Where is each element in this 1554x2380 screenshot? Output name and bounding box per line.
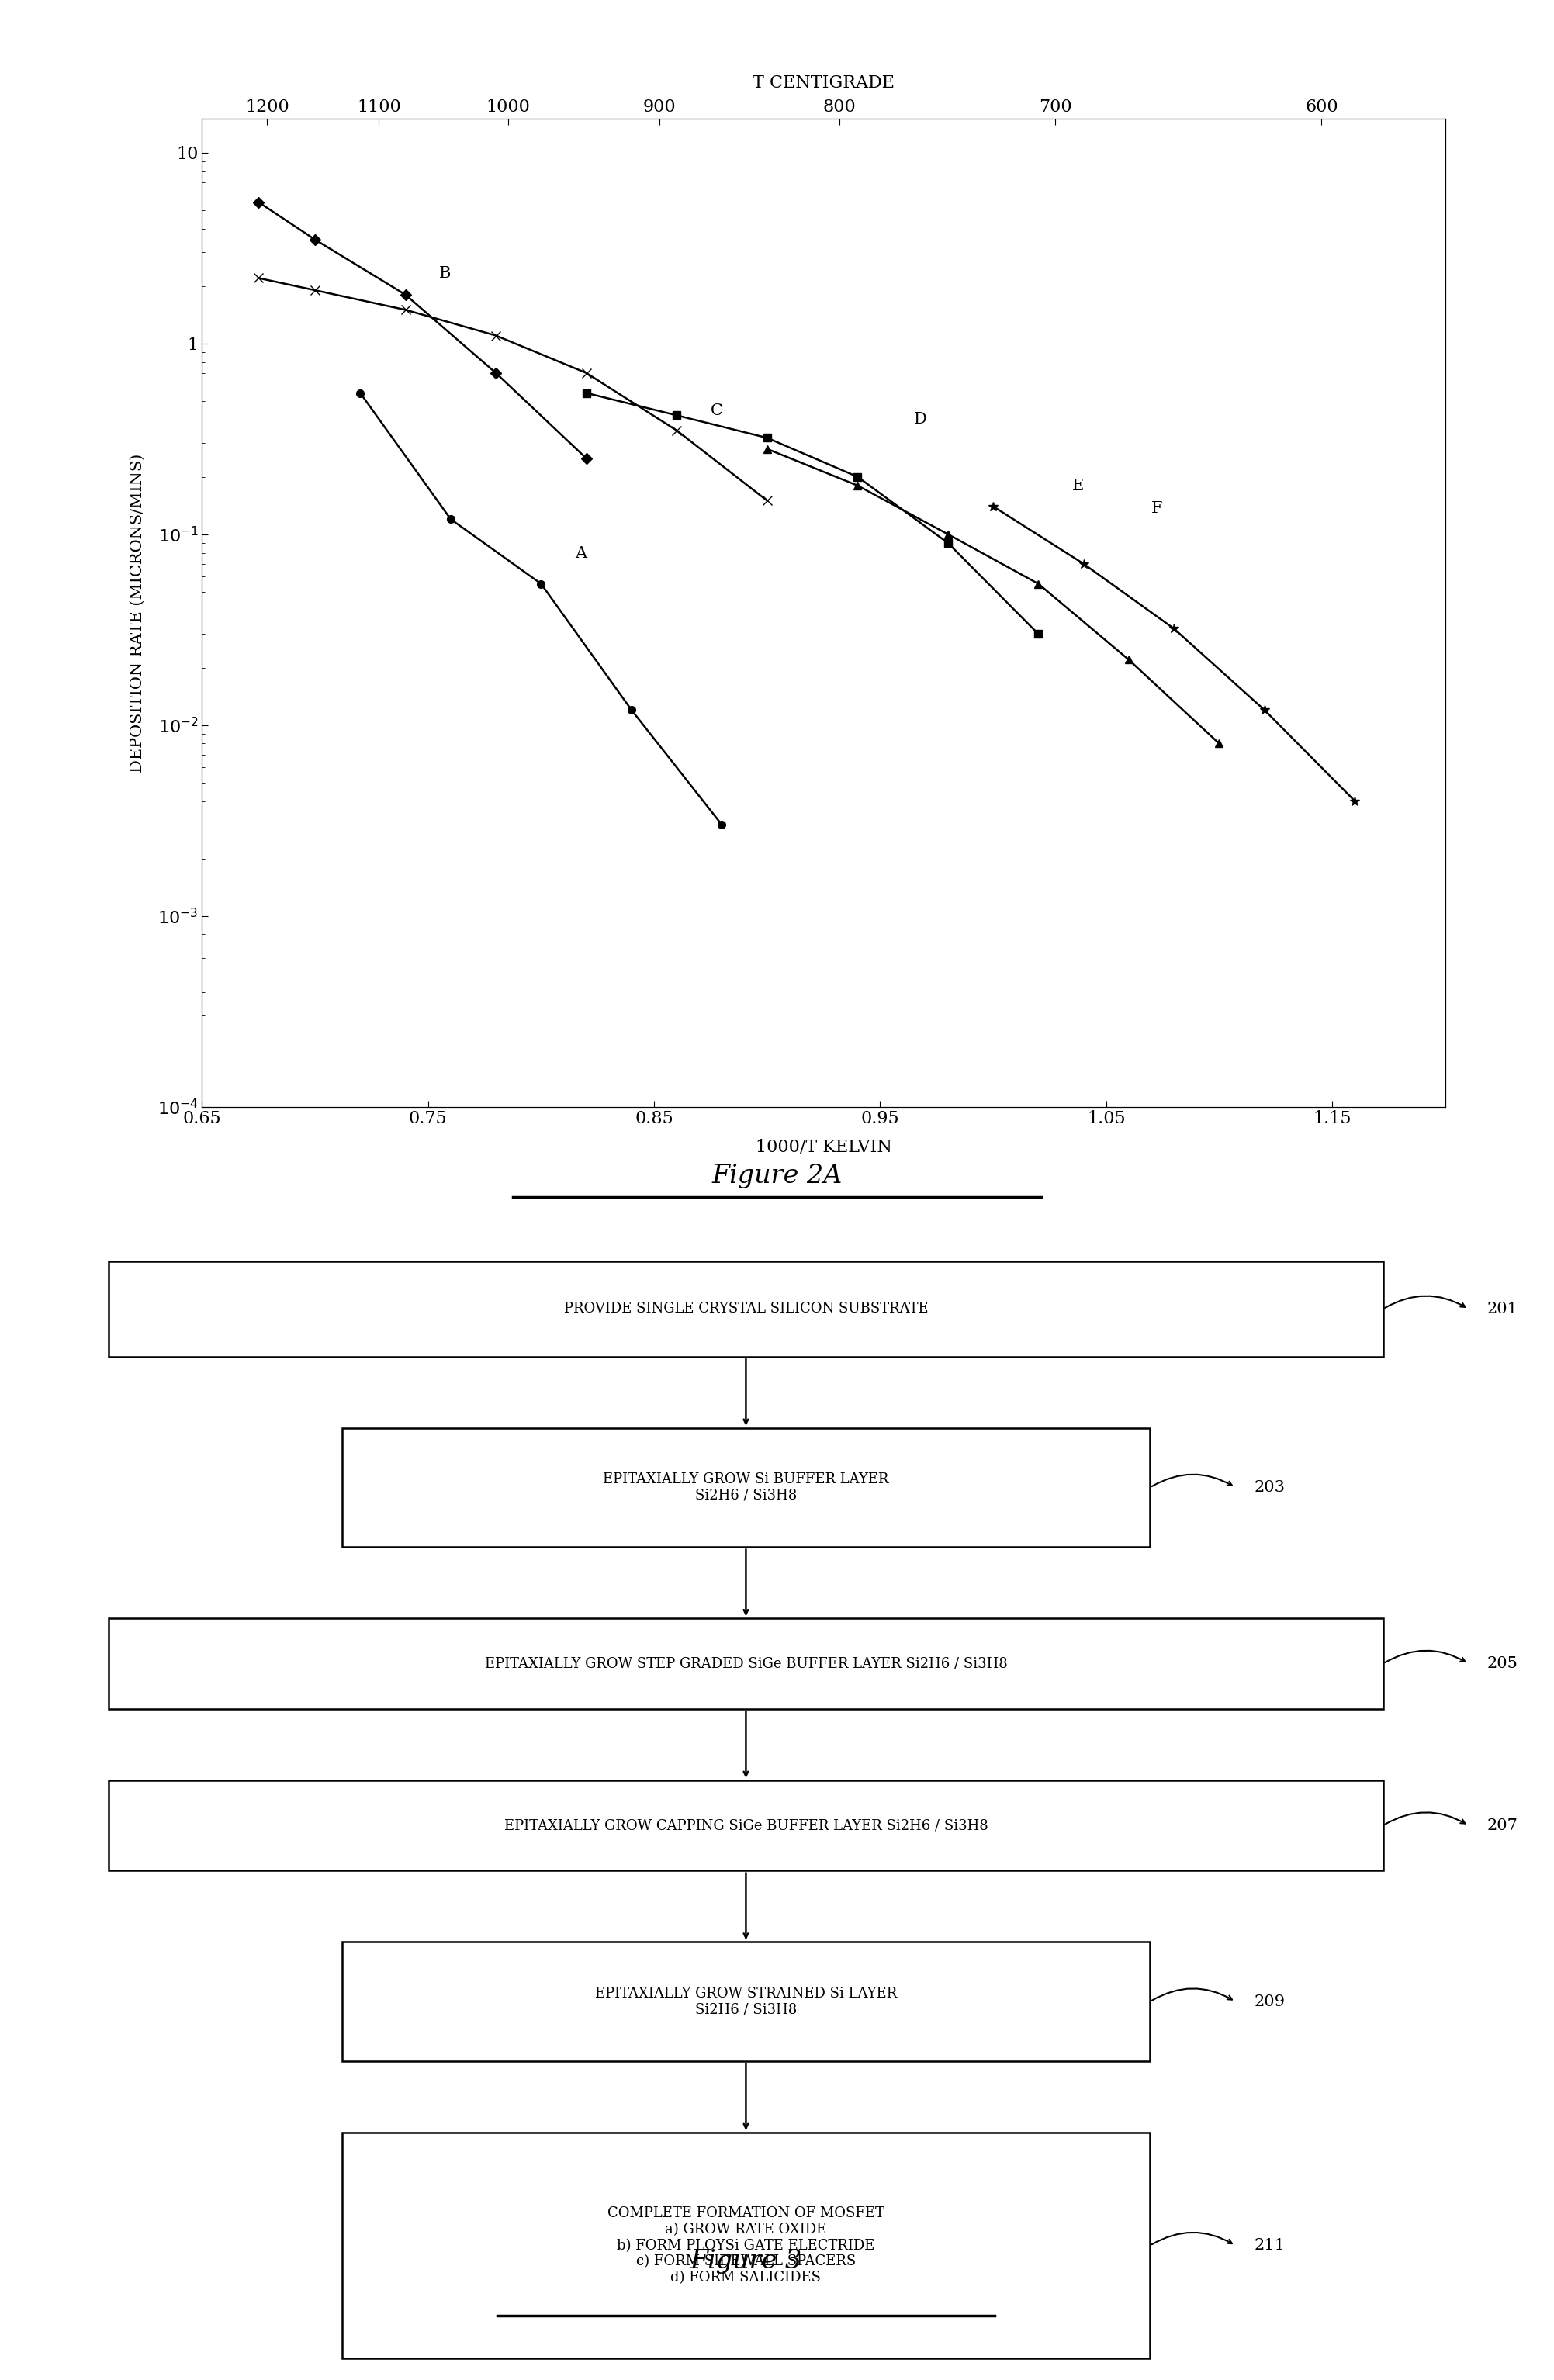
Text: E: E — [1072, 478, 1085, 493]
Text: 205: 205 — [1487, 1656, 1518, 1671]
Text: EPITAXIALLY GROW STEP GRADED SiGe BUFFER LAYER Si2H6 / Si3H8: EPITAXIALLY GROW STEP GRADED SiGe BUFFER… — [485, 1656, 1007, 1671]
X-axis label: T CENTIGRADE: T CENTIGRADE — [752, 74, 895, 90]
Text: EPITAXIALLY GROW Si BUFFER LAYER
Si2H6 / Si3H8: EPITAXIALLY GROW Si BUFFER LAYER Si2H6 /… — [603, 1473, 889, 1502]
Text: Figure 2A: Figure 2A — [712, 1164, 842, 1188]
FancyBboxPatch shape — [109, 1261, 1383, 1357]
Text: PROVIDE SINGLE CRYSTAL SILICON SUBSTRATE: PROVIDE SINGLE CRYSTAL SILICON SUBSTRATE — [564, 1302, 928, 1316]
FancyBboxPatch shape — [109, 1780, 1383, 1871]
Text: 209: 209 — [1254, 1994, 1285, 2009]
Text: EPITAXIALLY GROW CAPPING SiGe BUFFER LAYER Si2H6 / Si3H8: EPITAXIALLY GROW CAPPING SiGe BUFFER LAY… — [503, 1818, 988, 1833]
Text: Figure 3: Figure 3 — [690, 2249, 802, 2273]
FancyBboxPatch shape — [342, 1428, 1150, 1547]
FancyBboxPatch shape — [109, 1618, 1383, 1709]
Text: COMPLETE FORMATION OF MOSFET
a) GROW RATE OXIDE
b) FORM PLOYSi GATE ELECTRIDE
c): COMPLETE FORMATION OF MOSFET a) GROW RAT… — [608, 2206, 884, 2285]
Text: A: A — [575, 547, 587, 562]
Y-axis label: DEPOSITION RATE (MICRONS/MINS): DEPOSITION RATE (MICRONS/MINS) — [131, 452, 145, 773]
X-axis label: 1000/T KELVIN: 1000/T KELVIN — [755, 1138, 892, 1154]
Text: B: B — [440, 267, 451, 281]
FancyBboxPatch shape — [342, 2132, 1150, 2359]
Text: 201: 201 — [1487, 1302, 1518, 1316]
Text: C: C — [710, 405, 723, 419]
Text: 203: 203 — [1254, 1480, 1285, 1495]
Text: 207: 207 — [1487, 1818, 1518, 1833]
Text: 211: 211 — [1254, 2237, 1285, 2254]
Text: D: D — [914, 412, 928, 426]
FancyBboxPatch shape — [342, 1942, 1150, 2061]
Text: EPITAXIALLY GROW STRAINED Si LAYER
Si2H6 / Si3H8: EPITAXIALLY GROW STRAINED Si LAYER Si2H6… — [595, 1987, 897, 2016]
Text: F: F — [1152, 500, 1162, 516]
